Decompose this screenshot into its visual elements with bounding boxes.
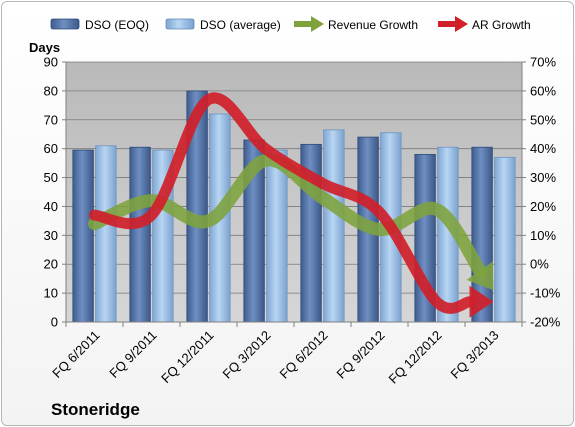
revenue-growth-arrowhead: [466, 261, 494, 291]
bar-dso-average: [266, 149, 288, 323]
bars: [72, 90, 516, 323]
y-tick-label: 20: [44, 257, 58, 272]
legend-swatch-dso-eoq: [50, 18, 80, 30]
y2-tick-label: -10%: [530, 286, 561, 301]
legend-label-dso-eoq: DSO (EOQ): [85, 18, 149, 32]
y-tick-label: 60: [44, 141, 58, 156]
legend-label-dso-average: DSO (average): [200, 18, 281, 32]
legend-arrow-ar-growth: [438, 16, 468, 32]
growth-lines: [88, 92, 494, 318]
x-tick-label: FQ 12/2012: [385, 328, 444, 387]
bar-dso-average: [95, 145, 117, 323]
y-tick-label: 70: [44, 112, 58, 127]
x-tick-label: FQ 3/2013: [448, 328, 502, 382]
y-tick-label: 80: [44, 83, 58, 98]
x-tick-label: FQ 6/2011: [49, 328, 102, 381]
y-tick-label: 90: [44, 55, 58, 70]
x-tick-label: FQ 3/2012: [220, 328, 274, 382]
y2-tick-label: 40%: [530, 141, 556, 156]
x-tick-label: FQ 6/2012: [277, 328, 331, 382]
x-tick-label: FQ 9/2012: [334, 328, 388, 382]
y2-tick-label: 0%: [530, 257, 549, 272]
y2-tick-label: 20%: [530, 199, 556, 214]
y-tick-label: 0: [51, 315, 58, 330]
ar-growth-arrowhead: [469, 285, 494, 318]
y2-tick-label: 10%: [530, 228, 556, 243]
legend-arrow-revenue-growth: [294, 16, 324, 32]
ar-growth-line: [89, 92, 475, 314]
bar-dso-average: [323, 129, 345, 323]
bar-dso-eoq: [129, 146, 151, 323]
x-tick-label: FQ 9/2011: [106, 328, 159, 381]
y2-tick-label: -20%: [530, 315, 561, 330]
y-tick-label: 50: [44, 170, 58, 185]
legend-label-revenue-growth: Revenue Growth: [328, 18, 418, 32]
legend-swatch-dso-average: [165, 18, 195, 30]
company-name: Stoneridge: [51, 400, 140, 419]
legend: DSO (EOQ) DSO (average) Revenue Growth A…: [50, 16, 531, 32]
y-tick-label: 40: [44, 199, 58, 214]
bar-dso-eoq: [72, 149, 94, 323]
bar-dso-average: [494, 156, 516, 323]
y2-tick-label: 50%: [530, 112, 556, 127]
y2-tick-label: 70%: [530, 55, 556, 70]
x-tick-label: FQ 12/2011: [158, 328, 216, 386]
y2-tick-label: 60%: [530, 83, 556, 98]
y-tick-label: 10: [44, 286, 58, 301]
y-tick-label: 30: [44, 228, 58, 243]
legend-label-ar-growth: AR Growth: [472, 18, 531, 32]
y2-tick-label: 30%: [530, 170, 556, 185]
y-axis-label: Days: [29, 40, 60, 55]
